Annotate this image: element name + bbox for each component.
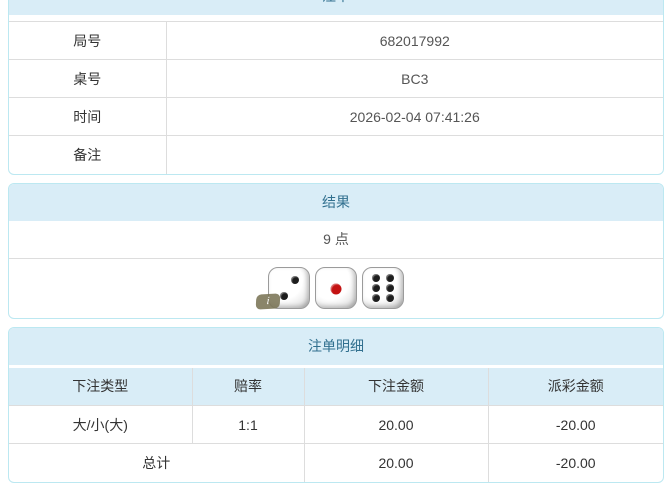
remark-value	[166, 135, 663, 174]
die-1-face-2: i	[255, 267, 310, 310]
bet-details-table: 下注类型 赔率 下注金额 派彩金额 大/小(大) 1:1 20.00 -20.0…	[9, 367, 663, 482]
die-pip	[385, 293, 394, 302]
table-row: 桌号 BC3	[9, 59, 663, 98]
table-header-row: 下注类型 赔率 下注金额 派彩金额	[9, 367, 663, 406]
die-pip	[372, 284, 381, 292]
table-number-value: BC3	[166, 59, 663, 98]
result-title: 结果	[9, 183, 663, 221]
total-bet-amount-cell: 20.00	[303, 443, 488, 482]
bet-amount-header: 下注金额	[303, 367, 488, 406]
time-label: 时间	[9, 97, 167, 136]
die-pip	[372, 274, 381, 283]
bet-type-header: 下注类型	[9, 367, 192, 406]
odds-cell: 1:1	[191, 405, 304, 444]
bet-slip-panel: 注单 局号 682017992 桌号 BC3 时间 2026-02-04 07:…	[8, 0, 664, 175]
total-row: 总计 20.00 -20.00	[9, 443, 663, 482]
total-label-cell: 总计	[9, 443, 304, 482]
die-pip	[372, 293, 381, 302]
dice-row: i	[9, 257, 663, 318]
die-pip	[280, 292, 289, 301]
table-row: 备注	[9, 135, 663, 174]
die-pip	[290, 276, 299, 284]
payout-cell: -20.00	[487, 405, 663, 444]
table-row: 大/小(大) 1:1 20.00 -20.00	[9, 405, 663, 444]
remark-label: 备注	[9, 135, 167, 174]
die-pip	[385, 284, 394, 292]
die-3-face-6	[362, 267, 404, 309]
bet-type-cell: 大/小(大)	[9, 405, 192, 444]
table-row: 局号 682017992	[9, 21, 663, 60]
bet-details-panel: 注单明细 下注类型 赔率 下注金额 派彩金额 大/小(大) 1:1 20.00 …	[8, 326, 664, 483]
bet-slip-table: 局号 682017992 桌号 BC3 时间 2026-02-04 07:41:…	[9, 21, 663, 174]
info-badge-icon[interactable]: i	[255, 293, 281, 310]
die-pip	[385, 274, 394, 283]
result-points: 9 点	[323, 230, 349, 247]
payout-header: 派彩金额	[487, 367, 663, 406]
bet-slip-title: 注单	[9, 0, 663, 15]
time-value: 2026-02-04 07:41:26	[166, 97, 663, 136]
total-payout-cell: -20.00	[487, 443, 663, 482]
round-number-label: 局号	[9, 21, 167, 60]
odds-header: 赔率	[191, 367, 304, 406]
die-pip	[330, 283, 342, 295]
bet-details-title: 注单明细	[9, 327, 663, 365]
table-row: 时间 2026-02-04 07:41:26	[9, 97, 663, 136]
die-2-face-1	[315, 267, 357, 309]
result-panel: 结果 9 点 i	[8, 182, 664, 319]
table-number-label: 桌号	[9, 59, 167, 98]
round-number-value: 682017992	[166, 21, 663, 60]
bet-amount-cell: 20.00	[303, 405, 488, 444]
